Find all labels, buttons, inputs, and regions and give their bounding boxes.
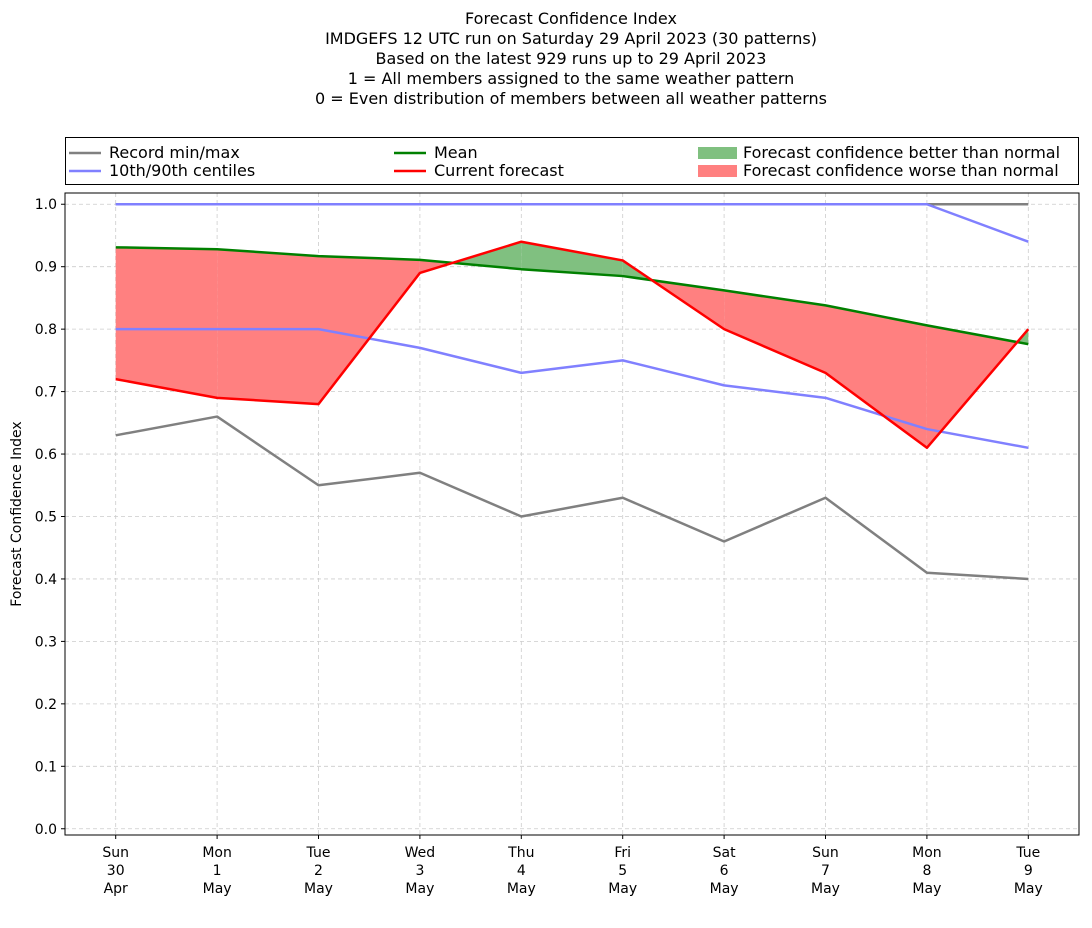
legend-label: Forecast confidence worse than normal — [743, 161, 1059, 180]
x-tick-label: 9 — [1024, 863, 1033, 879]
title-line: Forecast Confidence Index — [465, 9, 677, 28]
x-tick-label: May — [203, 881, 232, 897]
worse-than-normal-fill — [217, 249, 319, 405]
legend-label: Record min/max — [109, 143, 240, 162]
x-tick-label: Mon — [912, 845, 942, 861]
y-tick-label: 0.3 — [35, 634, 57, 650]
x-tick-label: May — [608, 881, 637, 897]
x-tick-label: Tue — [306, 845, 331, 861]
x-tick-label: May — [912, 881, 941, 897]
y-tick-label: 0.8 — [35, 322, 57, 338]
x-tick-label: Fri — [614, 845, 631, 861]
better-than-normal-fill — [452, 241, 522, 270]
p10-line — [115, 327, 1029, 450]
plot-frame — [64, 192, 1080, 836]
p90-line — [115, 202, 1029, 243]
x-tick-label: 5 — [618, 863, 627, 879]
title-line: 1 = All members assigned to the same wea… — [348, 69, 795, 88]
y-tick-label: 0.9 — [35, 260, 57, 276]
y-tick-label: 1.0 — [35, 197, 57, 213]
mean-line — [115, 246, 1029, 346]
worse-than-normal-fill — [318, 256, 420, 405]
title-line: 0 = Even distribution of members between… — [315, 89, 827, 108]
y-tick-label: 0.0 — [35, 822, 57, 838]
y-axis-label: Forecast Confidence Index — [9, 421, 25, 606]
x-tick-label: May — [1014, 881, 1043, 897]
y-tick-label: 0.4 — [35, 572, 57, 588]
x-tick-label: May — [405, 881, 434, 897]
y-axis: 0.0 0.1 0.2 0.3 0.4 0.5 0.6 0.7 0.8 0.9 1.0 — [35, 197, 65, 838]
current-line — [115, 240, 1030, 450]
x-tick-label: Tue — [1015, 845, 1040, 861]
x-tick-label: Sun — [102, 845, 129, 861]
x-axis: Sun 30 Apr Mon 1 May Tue 2 May Wed 3 May Thu 4 May Fri 5… — [102, 835, 1043, 897]
x-tick-label: Sat — [713, 845, 736, 861]
legend-label: Current forecast — [434, 161, 564, 180]
x-tick-label: May — [304, 881, 333, 897]
series-lines — [115, 202, 1030, 581]
legend-label: Forecast confidence better than normal — [743, 143, 1060, 162]
legend-box — [65, 137, 1079, 185]
legend-patch-swatch — [698, 147, 737, 159]
worse-than-normal-fill — [926, 325, 1018, 448]
x-tick-label: May — [811, 881, 840, 897]
x-tick-label: May — [710, 881, 739, 897]
y-tick-label: 0.6 — [35, 447, 57, 463]
x-tick-label: 2 — [314, 863, 323, 879]
x-tick-label: Mon — [202, 845, 232, 861]
worse-than-normal-fill — [115, 247, 218, 398]
legend-label: Mean — [434, 143, 478, 162]
better-than-normal-fill — [521, 241, 623, 277]
x-tick-label: May — [507, 881, 536, 897]
y-tick-label: 0.2 — [35, 697, 57, 713]
x-tick-label: 8 — [922, 863, 931, 879]
x-tick-label: 7 — [821, 863, 830, 879]
x-tick-label: Apr — [104, 881, 128, 897]
confidence-fills — [115, 241, 1029, 448]
x-tick-label: Thu — [507, 845, 534, 861]
y-tick-label: 0.7 — [35, 385, 57, 401]
y-tick-label: 0.1 — [35, 759, 57, 775]
title-line: Based on the latest 929 runs up to 29 Ap… — [376, 49, 767, 68]
x-tick-label: Wed — [405, 845, 436, 861]
x-tick-label: 6 — [720, 863, 729, 879]
record-min-line — [115, 415, 1029, 581]
x-tick-label: 3 — [415, 863, 424, 879]
worse-than-normal-fill — [724, 290, 826, 373]
legend-label: 10th/90th centiles — [109, 161, 255, 180]
worse-than-normal-fill — [825, 305, 927, 448]
y-tick-label: 0.5 — [35, 509, 57, 525]
legend-patch-swatch — [698, 165, 737, 177]
title-line: IMDGEFS 12 UTC run on Saturday 29 April … — [325, 29, 817, 48]
x-tick-label: 30 — [107, 863, 125, 879]
x-tick-label: 4 — [517, 863, 526, 879]
x-tick-label: Sun — [812, 845, 839, 861]
x-tick-label: 1 — [213, 863, 222, 879]
